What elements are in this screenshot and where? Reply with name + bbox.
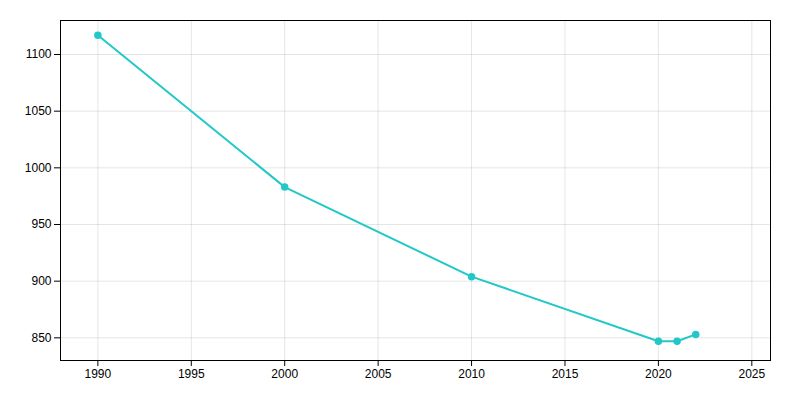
svg-text:950: 950 (31, 217, 51, 231)
svg-text:1050: 1050 (25, 104, 52, 118)
svg-text:2005: 2005 (365, 367, 392, 381)
svg-text:2025: 2025 (738, 367, 765, 381)
svg-text:850: 850 (31, 331, 51, 345)
svg-text:2010: 2010 (458, 367, 485, 381)
svg-text:1990: 1990 (85, 367, 112, 381)
svg-text:1995: 1995 (178, 367, 205, 381)
svg-text:900: 900 (31, 274, 51, 288)
svg-text:1000: 1000 (25, 161, 52, 175)
svg-text:1100: 1100 (26, 47, 52, 61)
svg-text:2015: 2015 (552, 367, 579, 381)
svg-text:2020: 2020 (645, 367, 672, 381)
svg-text:2000: 2000 (271, 367, 298, 381)
